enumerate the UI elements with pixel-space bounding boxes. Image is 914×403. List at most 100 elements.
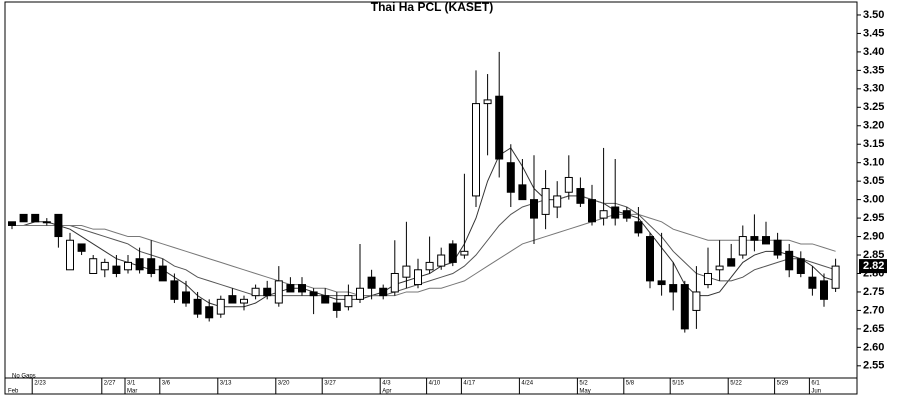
y-tick-label: 3.00 — [863, 194, 884, 206]
y-tick-label: 2.95 — [863, 212, 884, 224]
note: No Gaps — [12, 374, 36, 380]
y-tick-label: 3.15 — [863, 138, 884, 150]
candle-body — [367, 276, 376, 289]
y-tick-label: 3.40 — [863, 46, 884, 58]
y-tick-label: 2.75 — [863, 286, 884, 298]
candle-body — [124, 261, 132, 271]
chart-title: Thai Ha PCL (KASET) — [371, 0, 493, 14]
moving-average — [12, 213, 836, 297]
y-tick-label: 3.05 — [863, 175, 884, 187]
candle-body — [576, 188, 585, 204]
candle-body — [553, 195, 562, 208]
x-tick-label: 5/15 — [672, 381, 684, 387]
candle-body — [321, 295, 330, 304]
month-label: Feb — [8, 389, 19, 395]
candle-body — [240, 298, 248, 304]
x-tick-label: 4/3 — [382, 381, 391, 387]
y-tick-label: 2.55 — [863, 360, 884, 372]
candle-body — [286, 284, 295, 293]
month-label: Jun — [811, 389, 821, 395]
candle-body — [425, 261, 434, 271]
x-tick-label: 5/29 — [777, 381, 789, 387]
candle-body — [472, 103, 480, 197]
candle-body — [448, 243, 457, 263]
candle-body — [611, 206, 620, 219]
candle-body — [89, 258, 98, 274]
candle-body — [634, 221, 643, 234]
y-tick-label: 3.25 — [863, 101, 884, 113]
candle-body — [680, 284, 689, 330]
candle-body — [657, 280, 666, 286]
candle-body — [704, 272, 712, 286]
candle-body — [646, 236, 654, 282]
y-tick-label: 3.45 — [863, 27, 884, 39]
candle-body — [773, 239, 782, 256]
y-tick-label: 3.35 — [863, 64, 884, 76]
candle-body — [738, 236, 747, 256]
candle-body — [182, 291, 190, 304]
x-tick-label: 3/20 — [278, 381, 290, 387]
candle-body — [460, 250, 469, 256]
candle-body — [692, 291, 701, 311]
x-tick-label: 2/23 — [34, 381, 46, 387]
candle-body — [588, 199, 596, 223]
candle-body — [622, 210, 631, 219]
candle-body — [564, 176, 573, 193]
x-tick-label: 3/1 — [127, 381, 136, 387]
candle-body — [506, 162, 515, 193]
candle-body — [669, 284, 678, 293]
candle-body — [77, 243, 86, 252]
candle-body — [66, 239, 74, 271]
candle-body — [379, 287, 388, 297]
x-tick-label: 3/13 — [220, 381, 232, 387]
candle-body — [309, 291, 318, 297]
y-tick-label: 2.85 — [863, 249, 884, 261]
x-tick-label: 5/22 — [730, 381, 742, 387]
candle-body — [785, 250, 794, 271]
plot-frame — [4, 1, 858, 395]
candle-body — [251, 287, 260, 297]
x-tick-label: 4/17 — [463, 381, 475, 387]
candle-body — [31, 213, 40, 223]
x-tick-label: 2/27 — [104, 381, 116, 387]
candle-body — [437, 254, 446, 267]
candle-body — [216, 298, 225, 315]
month-label: Apr — [382, 389, 391, 395]
candle-body — [147, 258, 156, 274]
candle-body — [135, 258, 144, 271]
candle-body — [356, 287, 364, 300]
candle-body — [402, 265, 411, 278]
candle-body — [298, 284, 306, 293]
candle-body — [332, 302, 341, 311]
candle-body — [228, 295, 237, 304]
y-tick-label: 2.65 — [863, 323, 884, 335]
candle-body — [762, 236, 770, 245]
candle-body — [344, 295, 353, 308]
x-tick-label: 6/1 — [811, 381, 820, 387]
candle-body — [205, 306, 214, 319]
x-tick-label: 5/2 — [579, 381, 588, 387]
x-tick-label: 4/24 — [521, 381, 533, 387]
month-label: Mar — [127, 389, 137, 395]
candle-body — [54, 213, 63, 238]
candle-body — [274, 280, 283, 304]
candle-body — [42, 221, 51, 224]
candle-body — [100, 261, 109, 271]
x-tick-label: 4/10 — [429, 381, 441, 387]
candle-body — [112, 265, 121, 274]
candle-body — [390, 272, 399, 293]
candle-body — [495, 95, 504, 160]
y-tick-label: 3.30 — [863, 83, 884, 95]
x-tick-label: 3/27 — [324, 381, 336, 387]
month-label: May — [579, 389, 590, 395]
candle-body — [170, 280, 179, 300]
candle-body — [193, 298, 202, 315]
moving-average — [12, 195, 836, 297]
candle-body — [599, 210, 608, 219]
last-price-box — [859, 259, 887, 274]
candle-body — [518, 184, 527, 201]
x-tick-label: 3/6 — [162, 381, 171, 387]
candle-body — [158, 265, 167, 282]
y-tick-label: 2.70 — [863, 304, 884, 316]
candle-body — [808, 276, 817, 289]
